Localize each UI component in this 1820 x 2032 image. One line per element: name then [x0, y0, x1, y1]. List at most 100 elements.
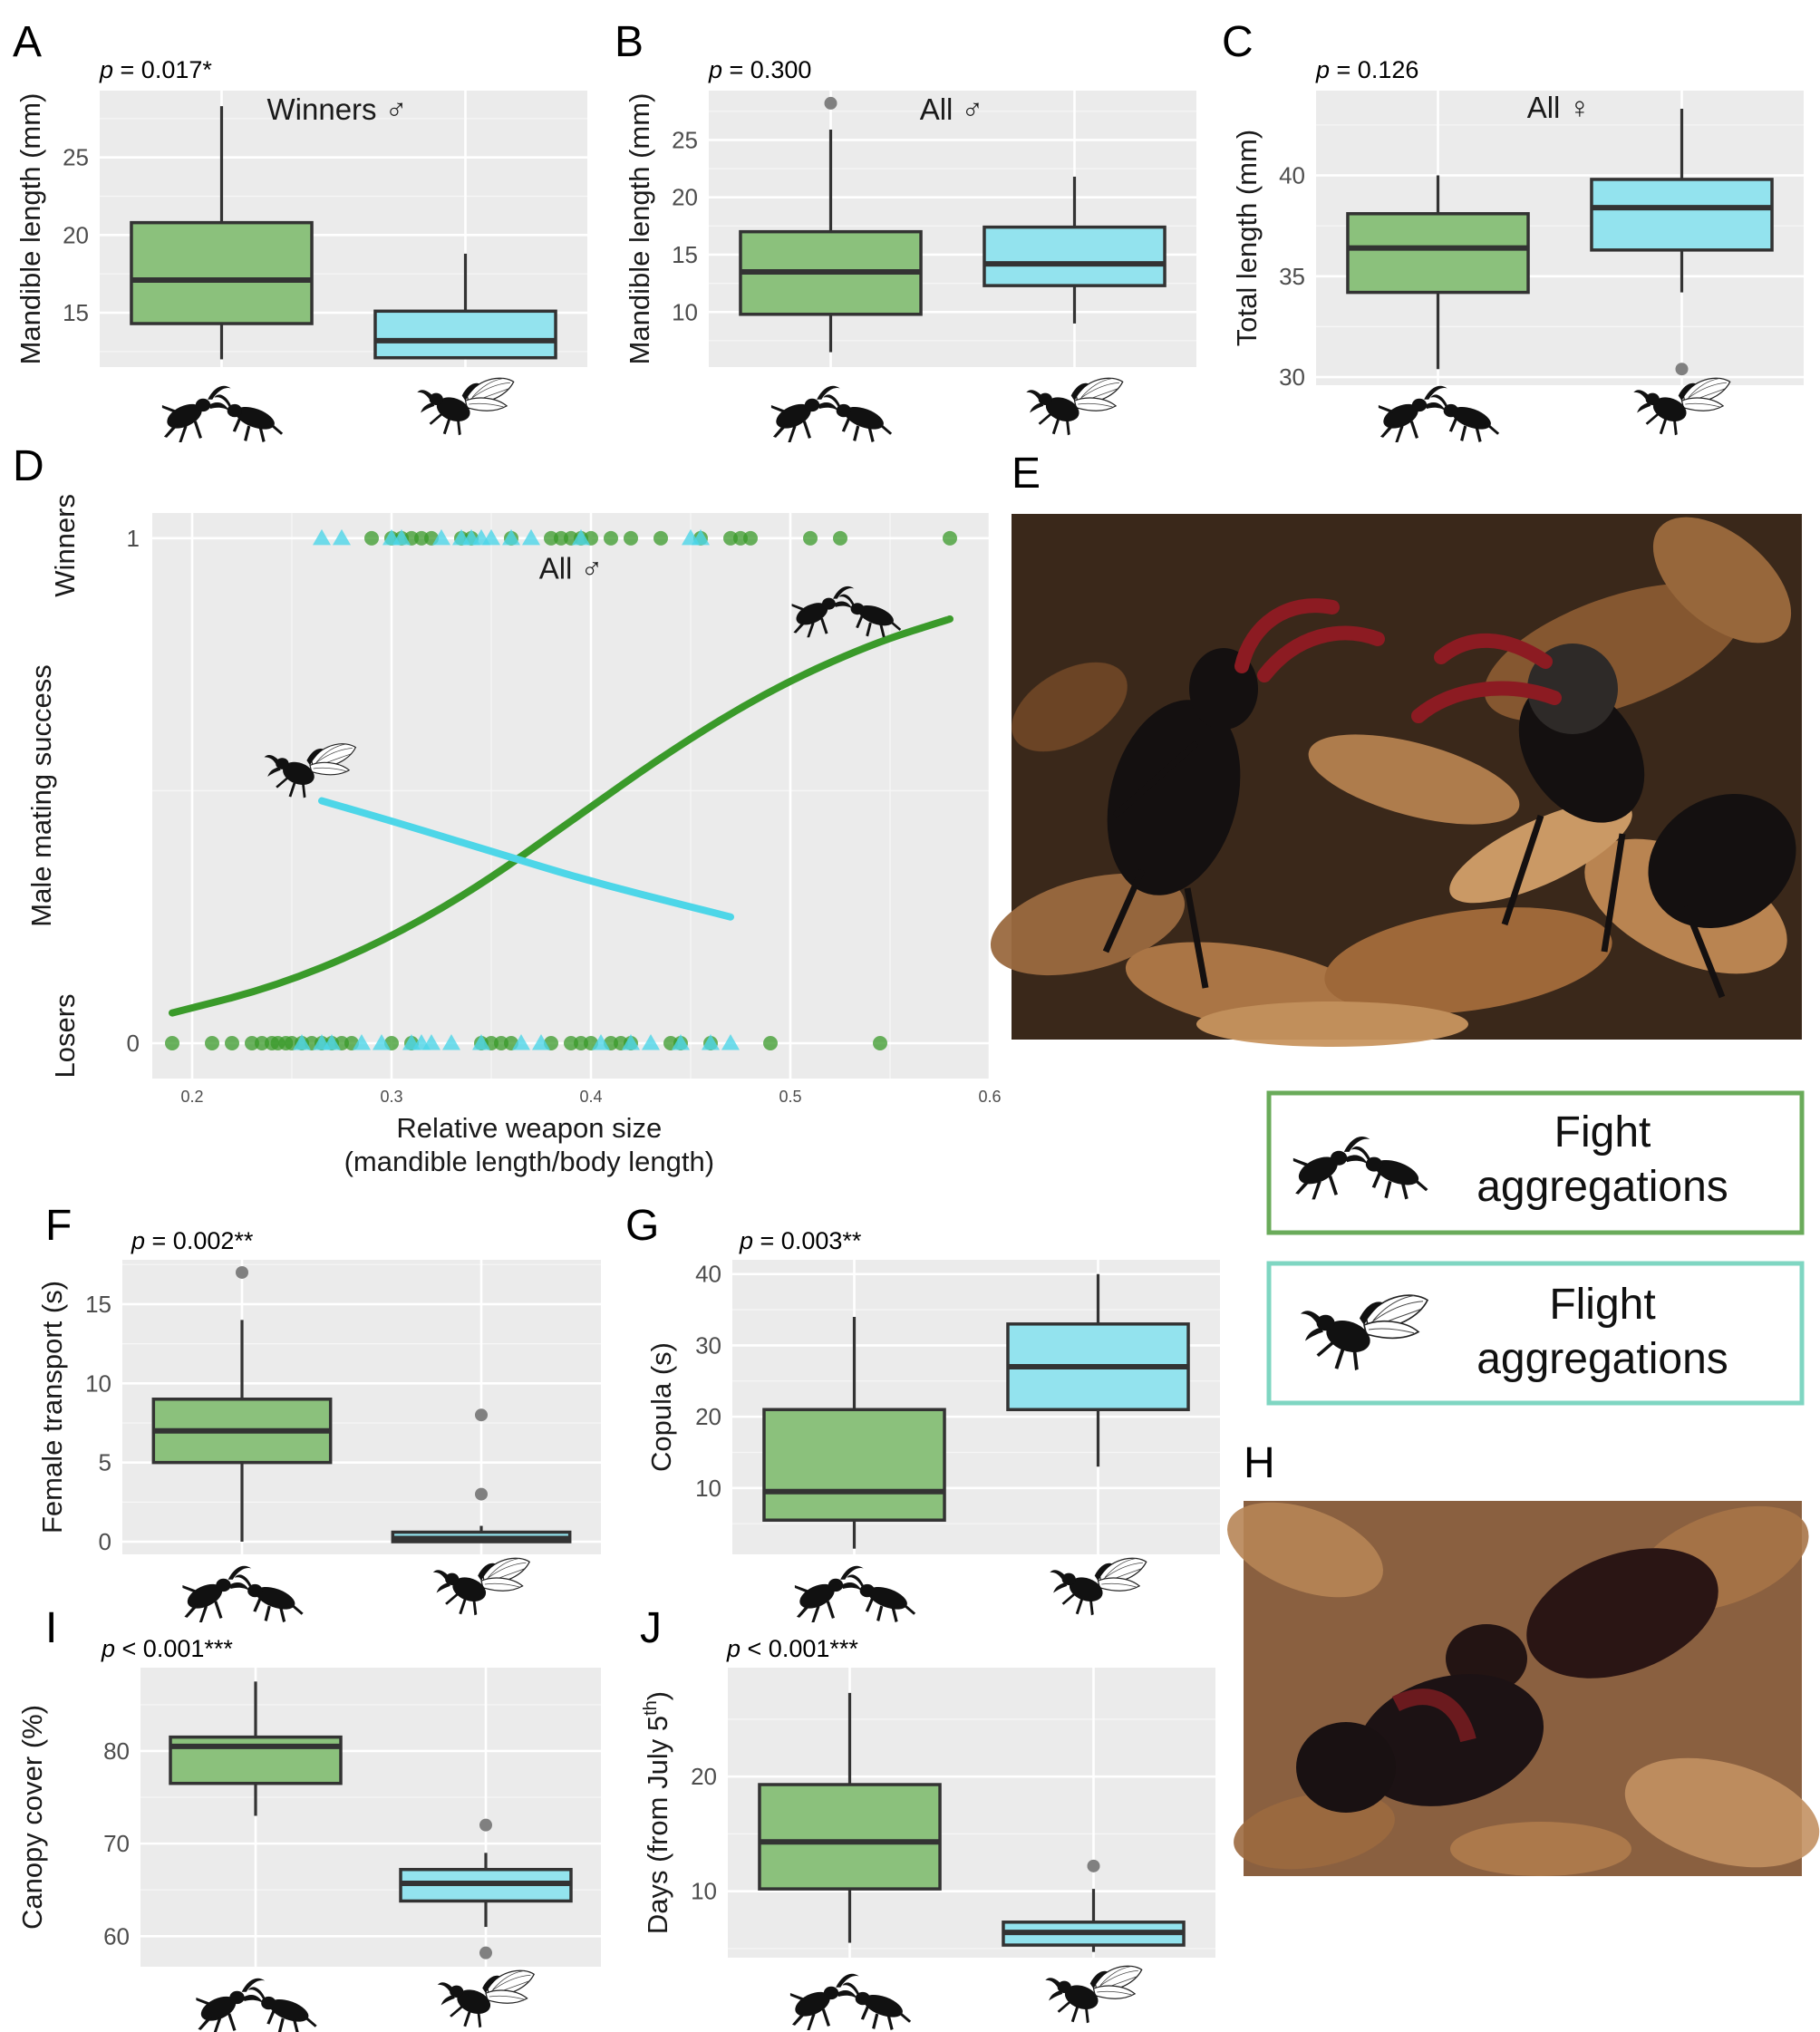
flying-beetle-icon	[1632, 377, 1731, 436]
y-tick-label: 80	[103, 1737, 130, 1765]
panel-letter-f: F	[45, 1202, 72, 1250]
x-axis-title-line1: Relative weapon size	[396, 1112, 662, 1144]
data-point-flight	[642, 1034, 660, 1050]
data-point-fight	[564, 1036, 578, 1050]
outlier-point	[479, 1818, 492, 1832]
y-axis-title-sup: th	[641, 1700, 661, 1716]
y-axis-title-text: Mandible length (mm)	[15, 93, 46, 365]
box-fight	[169, 1681, 343, 1816]
p-value-label: p < 0.001***	[101, 1635, 233, 1662]
data-point-fight	[723, 530, 738, 546]
y-tick-label: 25	[672, 126, 698, 153]
y-tick-label: 30	[1279, 363, 1305, 391]
data-point-flight	[532, 1034, 550, 1050]
data-point-flight	[721, 1034, 740, 1050]
panel-letter-a: A	[13, 18, 42, 66]
subset-label: All ♂	[920, 92, 984, 126]
fighting-beetles-icon	[196, 1978, 317, 2032]
panel-letter-h: H	[1244, 1439, 1275, 1487]
data-point-flight	[442, 1034, 460, 1050]
data-point-flight	[333, 528, 351, 546]
data-point-fight	[574, 1036, 588, 1050]
data-point-fight	[245, 1036, 259, 1050]
panel-a: 15 20 25 Mandible length (mm) p = 0.017* Winn…	[15, 56, 587, 442]
box-flight	[391, 1408, 572, 1543]
data-point-fight	[554, 530, 568, 546]
data-point-fight	[205, 1036, 219, 1050]
p-value-label: p = 0.300	[708, 56, 811, 83]
x-tick-label: 0.2	[180, 1088, 203, 1106]
data-point-flight	[522, 528, 540, 546]
y-tick-label: 60	[103, 1922, 130, 1950]
p-value-p: p	[726, 1635, 741, 1662]
y-tick-label: 0	[127, 1030, 140, 1057]
box-iqr	[1346, 212, 1530, 295]
p-value-p: p	[131, 1227, 145, 1254]
data-point-flight	[323, 1034, 341, 1050]
box-fight	[1346, 175, 1530, 370]
panel-letter-d: D	[13, 442, 44, 490]
data-point-fight	[733, 530, 748, 546]
data-point-fight	[763, 1036, 778, 1050]
data-point-flight	[392, 528, 411, 546]
x-axis-title-line2: (mandible length/body length)	[344, 1146, 714, 1177]
data-point-fight	[743, 530, 758, 546]
y-tick-label: 40	[1279, 161, 1305, 189]
data-point-flight	[373, 1034, 391, 1050]
p-value-label: p < 0.001***	[726, 1635, 858, 1662]
fighting-beetles-icon	[161, 385, 284, 442]
y-axis-title-text: Days (from July 5	[642, 1716, 673, 1934]
y-tick-label: 10	[85, 1369, 111, 1397]
flying-beetle-icon	[416, 377, 515, 436]
y-tick-label: 10	[672, 298, 698, 325]
p-value-p: p	[99, 56, 113, 83]
data-point-fight	[624, 530, 638, 546]
photo-h-mating-beetles	[1227, 1501, 1820, 1876]
box-iqr	[373, 309, 557, 360]
data-point-flight	[353, 1034, 371, 1050]
box-iqr	[762, 1408, 946, 1522]
y-axis-title-text: Canopy cover (%)	[16, 1705, 48, 1930]
box-flight	[399, 1818, 573, 1959]
data-point-flight	[692, 528, 710, 546]
y-tick-label: 5	[99, 1449, 111, 1476]
y-tick-label: 70	[103, 1830, 130, 1857]
fitted-curve-fight	[169, 615, 954, 1017]
data-point-flight	[432, 528, 450, 546]
panel-letter-i: I	[45, 1604, 57, 1652]
p-value-rest: = 0.300	[722, 56, 811, 83]
y-tick-label: 15	[63, 299, 89, 326]
box-fight	[762, 1316, 946, 1549]
y-tick-label: 25	[63, 144, 89, 171]
data-point-fight	[653, 530, 668, 546]
box-flight	[1590, 109, 1774, 376]
fighting-beetles-icon	[794, 1565, 916, 1622]
box-flight	[373, 253, 557, 360]
data-point-flight	[702, 1034, 720, 1050]
data-point-fight	[255, 1036, 269, 1050]
data-point-flight	[293, 1034, 311, 1050]
y-axis-title: Copula (s)	[645, 1342, 677, 1472]
data-point-fight	[414, 530, 429, 546]
photo-e-fighting-beetles	[990, 514, 1802, 1047]
outlier-point	[475, 1487, 488, 1501]
y-tick-label: 20	[63, 221, 89, 248]
y-tick-label: 1	[127, 525, 140, 552]
p-value-rest: < 0.001***	[115, 1635, 233, 1662]
data-point-flight	[622, 1034, 640, 1050]
y-category-winners: Winners	[49, 494, 81, 597]
x-tick-label: 0.3	[380, 1088, 402, 1106]
y-tick-label: 20	[691, 1763, 717, 1790]
y-axis-title: Total length (mm)	[1231, 130, 1263, 346]
p-value-p: p	[1315, 56, 1330, 83]
y-tick-label: 0	[99, 1528, 111, 1555]
box-flight	[1002, 1859, 1186, 1952]
legend-flight-line2: aggregations	[1476, 1335, 1728, 1383]
series-flight	[293, 528, 740, 1050]
box-iqr	[1590, 178, 1774, 252]
data-point-flight	[672, 1034, 690, 1050]
y-axis-title: Mandible length (mm)	[624, 93, 655, 365]
p-value-rest: < 0.001***	[741, 1635, 858, 1662]
y-axis-title-text: Copula (s)	[645, 1342, 677, 1472]
